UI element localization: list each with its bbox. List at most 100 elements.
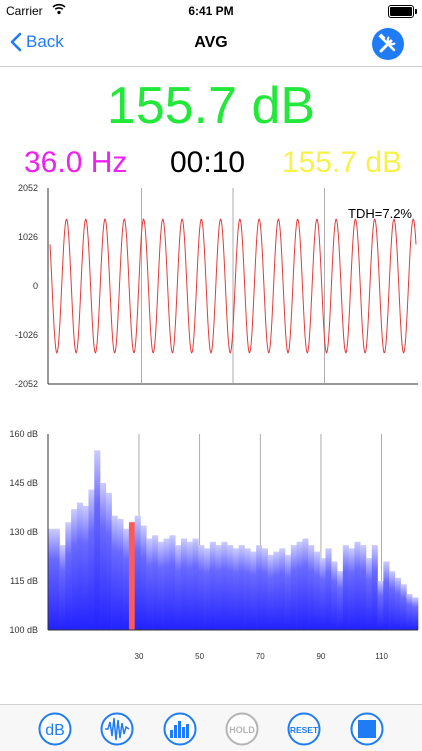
spectrum-bar xyxy=(192,538,199,630)
y-tick-label: 100 dB xyxy=(9,625,38,635)
spectrum-bar xyxy=(238,545,245,630)
spectrum-bar xyxy=(313,551,321,630)
y-tick-label: 0 xyxy=(33,281,38,291)
spectrum-bar xyxy=(261,548,268,630)
spectrum-bar xyxy=(198,545,205,630)
spectrum-bar xyxy=(71,509,78,630)
spectrum-bar xyxy=(134,515,141,630)
hold-label: HOLD xyxy=(229,725,255,735)
spectrum-bar xyxy=(204,548,211,630)
spectrum-bar xyxy=(377,581,384,630)
spectrum-bar xyxy=(250,551,257,630)
spectrum-bar xyxy=(105,492,112,630)
spectrum-bar xyxy=(123,528,130,630)
y-tick-label: 2052 xyxy=(18,183,38,193)
spectrum-bar xyxy=(169,535,176,630)
frequency-readout: 36.0 Hz xyxy=(24,146,128,179)
status-time: 6:41 PM xyxy=(188,4,234,18)
spectrum-bar xyxy=(279,548,286,630)
tools-icon xyxy=(378,33,396,53)
spectrum-icon xyxy=(163,712,197,746)
back-label: Back xyxy=(26,32,64,51)
spectrum-bar xyxy=(82,505,89,630)
stop-icon xyxy=(350,712,384,746)
x-tick-label: 50 xyxy=(195,652,204,661)
spectrum-bar xyxy=(88,489,95,630)
spectrum-bar xyxy=(290,545,297,630)
spectrum-bar xyxy=(244,548,251,630)
battery-icon xyxy=(388,5,417,18)
x-tick-label: 110 xyxy=(375,652,388,661)
spectrum-bar xyxy=(389,571,396,630)
x-tick-label: 70 xyxy=(256,652,265,661)
svg-text:dB: dB xyxy=(45,722,65,739)
spectrum-bar xyxy=(365,558,373,630)
spectrum-bar xyxy=(319,558,326,630)
bottom-toolbar: dB HOLD RESET xyxy=(0,704,422,751)
spectrum-bar xyxy=(186,541,193,630)
y-tick-label: 115 dB xyxy=(10,576,38,586)
spectrum-bar xyxy=(175,545,182,630)
spectrum-bar xyxy=(285,554,292,630)
spectrum-bar xyxy=(117,518,124,630)
spectrum-bar xyxy=(59,545,66,630)
spectrum-bar xyxy=(163,538,170,630)
x-tick-label: 30 xyxy=(135,652,144,661)
spectrum-bar xyxy=(360,545,367,630)
spectrum-bar xyxy=(308,545,315,630)
spectrum-bar xyxy=(76,502,83,630)
stop-button[interactable] xyxy=(350,712,384,746)
waveform-button[interactable] xyxy=(100,712,134,746)
secondary-level-readout: 155.7 dB xyxy=(282,146,403,179)
spectrum-bar xyxy=(371,545,378,630)
page-title: AVG xyxy=(194,34,228,51)
chevron-left-icon xyxy=(10,32,22,52)
reset-button[interactable]: RESET xyxy=(287,712,321,746)
navigation-bar: Back AVG xyxy=(0,22,422,67)
y-tick-label: 130 dB xyxy=(9,527,38,537)
spectrum-bar xyxy=(296,541,303,630)
spectrum-bar xyxy=(140,525,147,630)
spectrum-bar xyxy=(302,538,309,630)
spectrum-bar xyxy=(152,535,159,630)
waveform-line xyxy=(49,218,417,354)
spectrum-bar xyxy=(233,548,240,630)
spectrum-bar xyxy=(53,528,60,630)
hold-button[interactable]: HOLD xyxy=(225,712,259,746)
spectrum-bar xyxy=(180,538,188,630)
wifi-icon xyxy=(52,3,66,18)
spectrum-bar xyxy=(354,541,361,630)
spectrum-bar xyxy=(65,522,72,630)
db-button[interactable]: dB xyxy=(38,712,72,746)
spectrum-bar xyxy=(406,594,413,630)
spectrum-bar xyxy=(394,577,401,630)
spectrum-bar xyxy=(325,548,332,630)
spectrum-bar xyxy=(221,541,228,630)
spectrum-bar xyxy=(400,584,407,630)
spectrum-bar xyxy=(209,541,216,630)
carrier-label: Carrier xyxy=(6,4,43,18)
spectrum-bar xyxy=(267,554,274,630)
y-tick-label: 160 dB xyxy=(9,429,38,439)
tools-button[interactable] xyxy=(372,28,404,60)
spectrum-bar xyxy=(227,545,234,630)
spectrum-bar xyxy=(412,597,419,630)
spectrum-bar xyxy=(111,515,118,630)
y-tick-label: 1026 xyxy=(18,232,38,242)
y-tick-label: -2052 xyxy=(15,379,38,389)
tdh-annotation: TDH=7.2% xyxy=(348,206,412,221)
peak-bar xyxy=(128,522,136,630)
y-tick-label: -1026 xyxy=(15,330,38,340)
waveform-chart: 2052 1026 0 -1026 -2052 TDH=7.2% xyxy=(15,183,418,389)
spectrum-bar xyxy=(100,483,107,630)
spectrum-bar xyxy=(215,545,222,630)
status-bar: Carrier 6:41 PM xyxy=(0,0,422,22)
spectrum-bar xyxy=(348,548,355,630)
spectrum-bar xyxy=(157,541,164,630)
waveform-icon xyxy=(100,712,134,746)
spectrum-bar xyxy=(273,551,280,630)
reset-label: RESET xyxy=(290,725,319,735)
back-button[interactable]: Back xyxy=(10,32,64,52)
spectrum-button[interactable] xyxy=(163,712,197,746)
x-tick-label: 90 xyxy=(316,652,325,661)
